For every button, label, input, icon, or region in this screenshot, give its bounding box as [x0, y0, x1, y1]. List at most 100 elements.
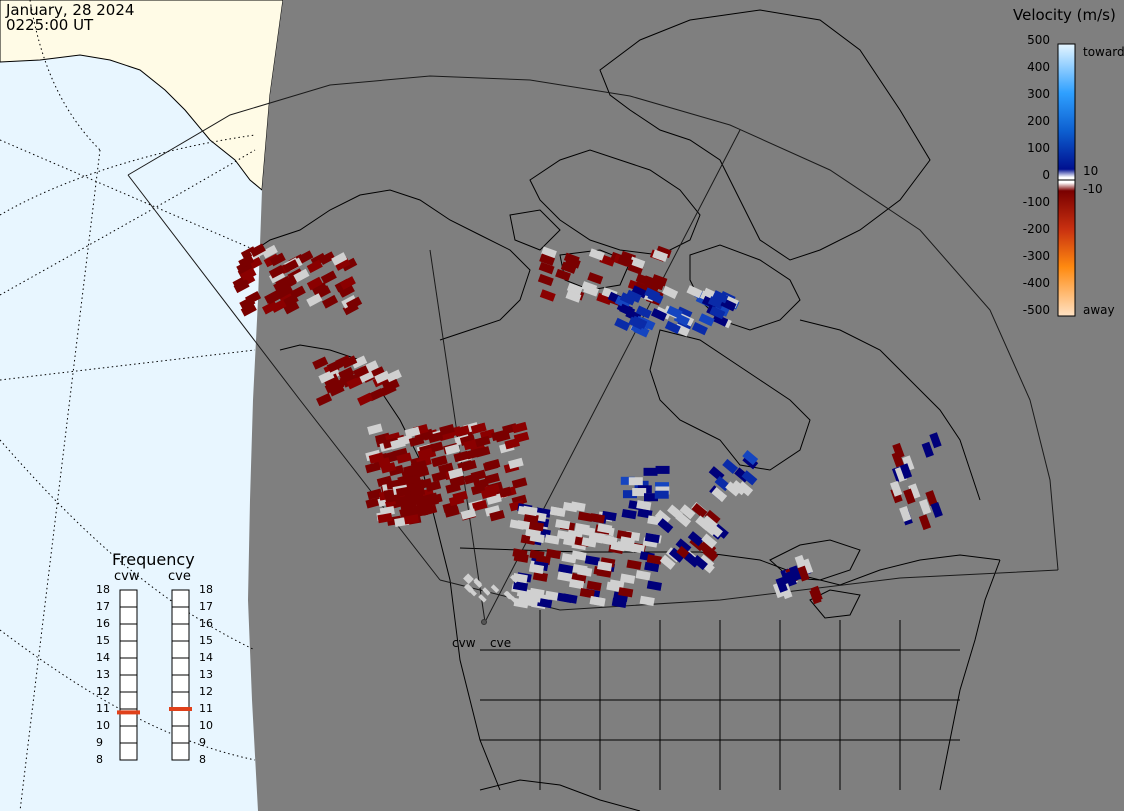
scatter-cell	[643, 467, 658, 476]
scatter-cell	[319, 251, 336, 265]
scatter-cell	[889, 480, 903, 497]
frequency-tick-left: 8	[96, 753, 103, 766]
scatter-cell	[385, 369, 402, 383]
frequency-tick-left: 16	[96, 617, 110, 630]
scatter-cell	[568, 578, 585, 590]
scatter-cell	[366, 488, 383, 500]
scatter-cell	[537, 273, 554, 287]
scatter-cell	[691, 503, 708, 519]
scatter-cell	[562, 536, 579, 547]
scatter-cell	[528, 521, 545, 532]
scatter-cell	[588, 248, 605, 261]
velocity-title: Velocity (m/s)	[1013, 6, 1116, 24]
scatter-cell	[403, 514, 420, 525]
scatter-cell	[597, 523, 613, 534]
scatter-cell	[654, 482, 669, 491]
scatter-cell	[617, 255, 634, 268]
scatter-cell	[512, 581, 529, 592]
scatter-cell	[903, 488, 916, 505]
scatter-cell	[528, 563, 545, 574]
scatter-cell	[654, 490, 669, 499]
frequency-tick-right: 12	[199, 685, 213, 698]
scatter-cell	[316, 392, 333, 407]
scatter-cell	[925, 490, 938, 507]
scatter-cell	[772, 582, 786, 599]
scatter-cell	[627, 262, 644, 275]
scatter-cell	[679, 504, 696, 520]
scatter-cell	[711, 487, 728, 503]
scatter-cell	[465, 573, 474, 582]
scatter-cell	[655, 486, 670, 495]
frequency-tick-left: 15	[96, 634, 110, 647]
frequency-tick-left: 10	[96, 719, 110, 732]
scatter-cell	[741, 470, 758, 486]
scatter-cell	[587, 272, 604, 285]
scatter-cell	[444, 443, 461, 456]
scatter-cell	[549, 506, 565, 517]
frequency-tick-left: 9	[96, 736, 103, 749]
scatter-cell	[471, 499, 488, 512]
scatter-cell	[662, 285, 679, 299]
time-label: 0225:00 UT	[6, 16, 94, 34]
scatter-cell	[626, 559, 642, 570]
scatter-cell	[417, 447, 434, 460]
scatter-cell	[581, 281, 598, 294]
scatter-cell	[320, 270, 337, 285]
scatter-cell	[346, 296, 363, 311]
scatter-cell	[562, 501, 578, 513]
scatter-cell	[684, 552, 701, 568]
scatter-cell	[596, 292, 613, 306]
away-label: away	[1083, 303, 1115, 317]
scatter-cell	[463, 575, 472, 585]
scatter-cell	[558, 563, 574, 574]
scatter-cell	[368, 388, 385, 402]
frequency-tick-left: 12	[96, 685, 110, 698]
scatter-cell	[620, 573, 636, 584]
scatter-cell	[652, 249, 669, 262]
scatter-cell	[460, 508, 477, 520]
scatter-cell	[537, 597, 553, 609]
scatter-cell	[522, 505, 538, 517]
scatter-cell	[571, 550, 587, 561]
scatter-cell	[892, 442, 905, 459]
scatter-cell	[326, 359, 343, 373]
scatter-cell	[577, 566, 593, 577]
velocity-tick: 200	[1027, 114, 1050, 128]
scatter-cell	[357, 392, 374, 406]
scatter-cell	[589, 513, 606, 524]
scatter-cell	[367, 423, 383, 435]
scatter-cell	[283, 300, 300, 315]
velocity-tick: 300	[1027, 87, 1050, 101]
scatter-cell	[646, 554, 662, 565]
scatter-cell	[725, 481, 742, 497]
scatter-cell	[448, 494, 465, 507]
scatter-cell	[560, 261, 577, 274]
scatter-cell	[240, 267, 257, 282]
scatter-cell	[504, 437, 520, 450]
velocity-tick: -200	[1022, 222, 1050, 236]
scatter-cell	[597, 561, 613, 572]
scatter-cell	[702, 546, 719, 562]
scatter-cell	[461, 460, 477, 472]
scatter-cell	[631, 285, 648, 299]
scatter-cell	[346, 376, 363, 390]
scatter-cell	[701, 520, 718, 536]
scatter-cell	[448, 467, 464, 480]
scatter-cell	[306, 259, 323, 274]
frequency-tick-right: 17	[199, 600, 213, 613]
scatter-cell	[629, 256, 646, 269]
scatter-cell	[431, 455, 447, 467]
scatter-cell	[510, 574, 519, 584]
scatter-cell	[484, 459, 501, 471]
scatter-cell	[557, 571, 573, 582]
scatter-cell	[544, 590, 561, 602]
scatter-cell	[899, 463, 913, 480]
scatter-cell	[510, 596, 519, 605]
scatter-cell	[306, 293, 323, 307]
scatter-cell	[445, 482, 461, 494]
scatter-cell	[598, 534, 615, 545]
scatter-cell	[265, 290, 282, 305]
nightside-region	[248, 0, 1124, 811]
frequency-tick-right: 10	[199, 719, 213, 732]
scatter-cell	[490, 584, 500, 593]
